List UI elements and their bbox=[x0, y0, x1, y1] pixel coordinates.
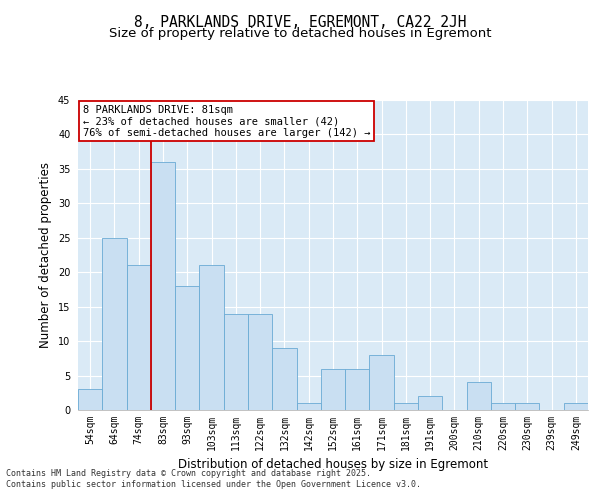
Bar bbox=[345, 368, 370, 410]
Bar bbox=[467, 382, 491, 410]
Text: Contains HM Land Registry data © Crown copyright and database right 2025.: Contains HM Land Registry data © Crown c… bbox=[6, 468, 371, 477]
Bar bbox=[78, 390, 102, 410]
Bar bbox=[515, 403, 539, 410]
Bar bbox=[370, 355, 394, 410]
Bar bbox=[127, 266, 151, 410]
Bar bbox=[151, 162, 175, 410]
Text: Contains public sector information licensed under the Open Government Licence v3: Contains public sector information licen… bbox=[6, 480, 421, 489]
Bar bbox=[394, 403, 418, 410]
Text: Size of property relative to detached houses in Egremont: Size of property relative to detached ho… bbox=[109, 28, 491, 40]
Bar bbox=[564, 403, 588, 410]
Bar bbox=[199, 266, 224, 410]
Bar bbox=[248, 314, 272, 410]
X-axis label: Distribution of detached houses by size in Egremont: Distribution of detached houses by size … bbox=[178, 458, 488, 471]
Bar bbox=[224, 314, 248, 410]
Bar bbox=[272, 348, 296, 410]
Bar bbox=[175, 286, 199, 410]
Y-axis label: Number of detached properties: Number of detached properties bbox=[40, 162, 52, 348]
Bar bbox=[296, 403, 321, 410]
Bar bbox=[491, 403, 515, 410]
Bar bbox=[418, 396, 442, 410]
Text: 8 PARKLANDS DRIVE: 81sqm
← 23% of detached houses are smaller (42)
76% of semi-d: 8 PARKLANDS DRIVE: 81sqm ← 23% of detach… bbox=[83, 104, 371, 138]
Bar bbox=[321, 368, 345, 410]
Bar bbox=[102, 238, 127, 410]
Text: 8, PARKLANDS DRIVE, EGREMONT, CA22 2JH: 8, PARKLANDS DRIVE, EGREMONT, CA22 2JH bbox=[134, 15, 466, 30]
